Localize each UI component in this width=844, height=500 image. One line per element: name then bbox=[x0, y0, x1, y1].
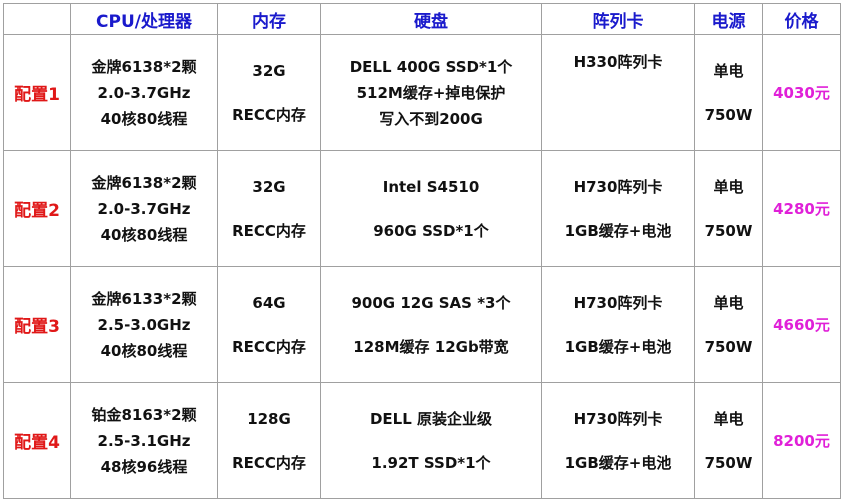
header-cpu: CPU/处理器 bbox=[70, 3, 218, 35]
disk-line: 写入不到200G bbox=[379, 109, 483, 128]
header-raid: 阵列卡 bbox=[541, 3, 695, 35]
cell-label: 配置4 bbox=[3, 382, 71, 499]
raid-line: H330阵列卡 bbox=[573, 53, 663, 71]
cell-price: 4280元 bbox=[762, 150, 841, 267]
memory-line: 64G bbox=[252, 293, 286, 312]
table-row: 配置2 金牌6138*2颗 2.0-3.7GHz 40核80线程 32G RECC内存 In… bbox=[3, 150, 841, 267]
cell-price: 4030元 bbox=[762, 34, 841, 151]
cell-price: 8200元 bbox=[762, 382, 841, 499]
config-table: CPU/处理器 内存 硬盘 阵列卡 电源 价格 配置1 金牌6138*2颗 2.0-3.7GH… bbox=[3, 3, 841, 499]
disk-line: DELL 400G SSD*1个 bbox=[349, 57, 513, 76]
cpu-line: 金牌6138*2颗 bbox=[91, 57, 197, 76]
cell-raid: H330阵列卡 bbox=[541, 34, 695, 151]
memory-line: 128G bbox=[247, 409, 291, 428]
cell-disk: 900G 12G SAS *3个 128M缓存 12Gb带宽 bbox=[320, 266, 542, 383]
price: 4660元 bbox=[773, 316, 830, 334]
memory-line: RECC内存 bbox=[232, 105, 306, 124]
power-line: 单电 bbox=[713, 293, 744, 312]
power-line: 750W bbox=[704, 337, 753, 356]
cell-cpu: 铂金8163*2颗 2.5-3.1GHz 48核96线程 bbox=[70, 382, 218, 499]
power-line: 单电 bbox=[713, 409, 744, 428]
table-row: 配置4 铂金8163*2颗 2.5-3.1GHz 48核96线程 128G RECC内存 D… bbox=[3, 382, 841, 499]
disk-line: 128M缓存 12Gb带宽 bbox=[353, 337, 509, 356]
header-power: 电源 bbox=[694, 3, 763, 35]
cell-power: 单电 750W bbox=[694, 150, 763, 267]
table-row: 配置1 金牌6138*2颗 2.0-3.7GHz 40核80线程 32G RECC内存 DE… bbox=[3, 34, 841, 151]
cell-memory: 32G RECC内存 bbox=[217, 34, 321, 151]
raid-line: H730阵列卡 bbox=[573, 293, 663, 312]
cell-label: 配置1 bbox=[3, 34, 71, 151]
cell-disk: Intel S4510 960G SSD*1个 bbox=[320, 150, 542, 267]
cpu-line: 2.5-3.0GHz bbox=[97, 315, 191, 334]
cpu-line: 铂金8163*2颗 bbox=[91, 405, 197, 424]
cpu-line: 2.0-3.7GHz bbox=[97, 83, 191, 102]
cell-memory: 128G RECC内存 bbox=[217, 382, 321, 499]
disk-line: 960G SSD*1个 bbox=[373, 221, 489, 240]
cell-disk: DELL 400G SSD*1个 512M缓存+掉电保护 写入不到200G bbox=[320, 34, 542, 151]
cell-raid: H730阵列卡 1GB缓存+电池 bbox=[541, 382, 695, 499]
price: 4030元 bbox=[773, 84, 830, 102]
header-price: 价格 bbox=[762, 3, 841, 35]
cell-cpu: 金牌6133*2颗 2.5-3.0GHz 40核80线程 bbox=[70, 266, 218, 383]
price: 8200元 bbox=[773, 432, 830, 450]
cell-cpu: 金牌6138*2颗 2.0-3.7GHz 40核80线程 bbox=[70, 34, 218, 151]
power-line: 750W bbox=[704, 453, 753, 472]
cell-power: 单电 750W bbox=[694, 34, 763, 151]
cell-cpu: 金牌6138*2颗 2.0-3.7GHz 40核80线程 bbox=[70, 150, 218, 267]
raid-line: H730阵列卡 bbox=[573, 177, 663, 196]
cpu-line: 2.5-3.1GHz bbox=[97, 431, 191, 450]
label: 配置3 bbox=[14, 317, 60, 337]
memory-line: 32G bbox=[252, 61, 286, 80]
cpu-line: 金牌6133*2颗 bbox=[91, 289, 197, 308]
cpu-line: 40核80线程 bbox=[100, 225, 188, 244]
disk-line: DELL 原装企业级 bbox=[369, 409, 493, 428]
power-line: 单电 bbox=[713, 61, 744, 80]
memory-line: RECC内存 bbox=[232, 453, 306, 472]
cell-power: 单电 750W bbox=[694, 382, 763, 499]
power-line: 单电 bbox=[713, 177, 744, 196]
cpu-line: 40核80线程 bbox=[100, 341, 188, 360]
memory-line: RECC内存 bbox=[232, 337, 306, 356]
cell-memory: 64G RECC内存 bbox=[217, 266, 321, 383]
cell-disk: DELL 原装企业级 1.92T SSD*1个 bbox=[320, 382, 542, 499]
label: 配置4 bbox=[14, 433, 60, 453]
header-memory: 内存 bbox=[217, 3, 321, 35]
header-corner bbox=[3, 3, 71, 35]
memory-line: 32G bbox=[252, 177, 286, 196]
cell-label: 配置2 bbox=[3, 150, 71, 267]
price: 4280元 bbox=[773, 200, 830, 218]
cell-power: 单电 750W bbox=[694, 266, 763, 383]
header-disk: 硬盘 bbox=[320, 3, 542, 35]
cell-raid: H730阵列卡 1GB缓存+电池 bbox=[541, 266, 695, 383]
raid-line: 1GB缓存+电池 bbox=[564, 221, 672, 240]
cpu-line: 40核80线程 bbox=[100, 109, 188, 128]
cpu-line: 金牌6138*2颗 bbox=[91, 173, 197, 192]
disk-line: 1.92T SSD*1个 bbox=[371, 453, 491, 472]
disk-line: 512M缓存+掉电保护 bbox=[356, 83, 506, 102]
label: 配置2 bbox=[14, 201, 60, 221]
cpu-line: 2.0-3.7GHz bbox=[97, 199, 191, 218]
header-row: CPU/处理器 内存 硬盘 阵列卡 电源 价格 bbox=[3, 3, 841, 35]
raid-line: 1GB缓存+电池 bbox=[564, 453, 672, 472]
disk-line: 900G 12G SAS *3个 bbox=[351, 293, 511, 312]
power-line: 750W bbox=[704, 221, 753, 240]
cell-label: 配置3 bbox=[3, 266, 71, 383]
cpu-line: 48核96线程 bbox=[100, 457, 188, 476]
cell-memory: 32G RECC内存 bbox=[217, 150, 321, 267]
table-row: 配置3 金牌6133*2颗 2.5-3.0GHz 40核80线程 64G RECC内存 90… bbox=[3, 266, 841, 383]
memory-line: RECC内存 bbox=[232, 221, 306, 240]
cell-price: 4660元 bbox=[762, 266, 841, 383]
disk-line: Intel S4510 bbox=[382, 177, 480, 196]
raid-line: H730阵列卡 bbox=[573, 409, 663, 428]
cell-raid: H730阵列卡 1GB缓存+电池 bbox=[541, 150, 695, 267]
label: 配置1 bbox=[14, 85, 60, 105]
raid-line: 1GB缓存+电池 bbox=[564, 337, 672, 356]
power-line: 750W bbox=[704, 105, 753, 124]
